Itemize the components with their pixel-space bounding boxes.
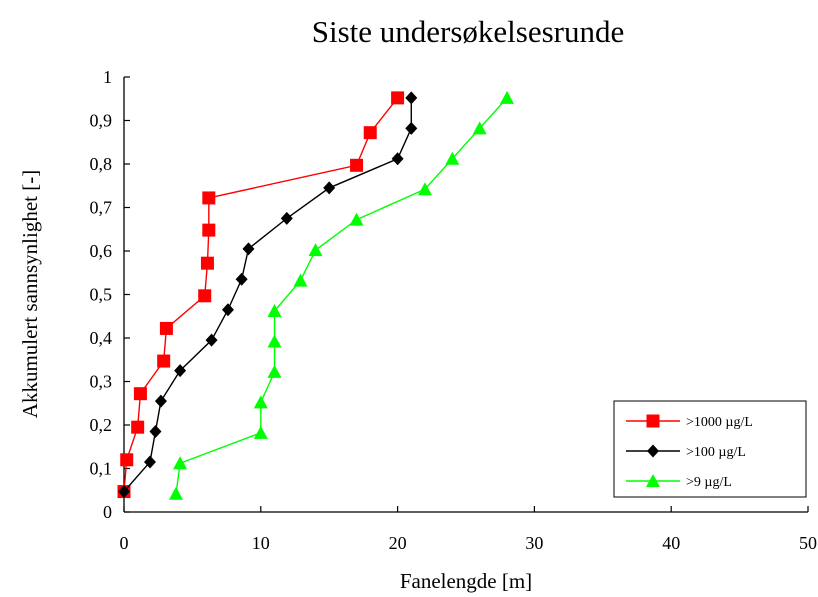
- legend-entry: >1000 µg/L: [626, 414, 753, 430]
- data-point: [198, 289, 212, 303]
- chart-title: Siste undersøkelsesrunde: [312, 14, 625, 49]
- data-point: [118, 485, 130, 499]
- x-tick-label: 0: [120, 533, 129, 553]
- y-tick-label: 0,9: [90, 111, 113, 131]
- legend-label: >1000 µg/L: [686, 415, 753, 430]
- data-point: [120, 453, 134, 467]
- data-point: [293, 273, 308, 287]
- series-triangle: [168, 90, 515, 500]
- y-tick-label: 1: [103, 67, 112, 87]
- legend-entry: >100 µg/L: [626, 444, 746, 460]
- data-point: [405, 121, 418, 135]
- series-square: [117, 91, 405, 499]
- data-point: [173, 456, 188, 470]
- data-point: [174, 364, 187, 378]
- y-axis-label: Akkumulert sannsynlighet [-]: [18, 170, 42, 418]
- data-point: [159, 321, 173, 335]
- data-point: [417, 182, 432, 196]
- data-point: [500, 90, 515, 104]
- legend-label: >100 µg/L: [686, 445, 746, 460]
- data-point: [200, 256, 214, 270]
- y-tick-label: 0,5: [90, 285, 113, 305]
- data-point: [445, 151, 460, 165]
- data-point: [168, 486, 183, 500]
- series-diamond: [118, 91, 418, 499]
- data-point: [391, 152, 404, 166]
- data-point: [242, 242, 255, 256]
- data-point: [154, 394, 167, 408]
- data-point: [202, 223, 216, 237]
- legend: >1000 µg/L >100 µg/L >9 µg/L: [613, 400, 807, 498]
- data-point: [143, 455, 156, 469]
- x-axis-ticks: 0 10 20 30 40 50: [120, 506, 817, 553]
- plot-area: 0 10 20 30 40 50 0 0,1 0,2 0,3 0,4 0,5 0,6 0,7 0,8 0,9…: [90, 67, 818, 553]
- data-point: [349, 212, 364, 226]
- data-point: [267, 304, 282, 318]
- x-tick-label: 40: [662, 533, 680, 553]
- y-tick-label: 0,3: [90, 372, 113, 392]
- data-point: [157, 354, 171, 368]
- legend-marker: [647, 444, 659, 458]
- series-layer: [117, 90, 515, 500]
- data-point: [253, 395, 268, 409]
- data-point: [253, 425, 268, 439]
- data-point: [267, 364, 282, 378]
- data-point: [280, 211, 293, 225]
- data-point: [472, 121, 487, 135]
- y-tick-label: 0,1: [90, 459, 113, 479]
- y-tick-label: 0,8: [90, 154, 113, 174]
- x-tick-label: 20: [389, 533, 407, 553]
- data-point: [133, 387, 147, 401]
- y-tick-label: 0,7: [90, 198, 113, 218]
- y-tick-label: 0,6: [90, 241, 113, 261]
- data-point: [131, 420, 145, 434]
- series-line: [123, 97, 412, 493]
- legend-label: >9 µg/L: [686, 475, 732, 490]
- y-axis-ticks: 0 0,1 0,2 0,3 0,4 0,5 0,6 0,7 0,8 0,9 1: [90, 67, 130, 522]
- x-axis-label: Fanelengde [m]: [400, 569, 532, 593]
- legend-entry: >9 µg/L: [626, 474, 732, 490]
- data-point: [323, 181, 336, 195]
- data-point: [308, 243, 323, 257]
- data-point: [205, 333, 218, 347]
- series-line: [175, 97, 508, 494]
- data-point: [235, 272, 248, 286]
- x-tick-label: 10: [252, 533, 270, 553]
- data-point: [202, 191, 216, 205]
- data-point: [363, 126, 377, 140]
- x-tick-label: 50: [799, 533, 817, 553]
- y-tick-label: 0,4: [90, 328, 113, 348]
- data-point: [149, 425, 162, 439]
- legend-marker: [646, 474, 660, 487]
- x-tick-label: 30: [525, 533, 543, 553]
- data-point: [391, 91, 405, 105]
- y-tick-label: 0,2: [90, 415, 113, 435]
- data-point: [405, 91, 418, 105]
- data-point: [350, 158, 364, 172]
- legend-marker: [646, 414, 660, 428]
- data-point: [221, 303, 234, 317]
- y-tick-label: 0: [103, 502, 112, 522]
- data-point: [267, 334, 282, 348]
